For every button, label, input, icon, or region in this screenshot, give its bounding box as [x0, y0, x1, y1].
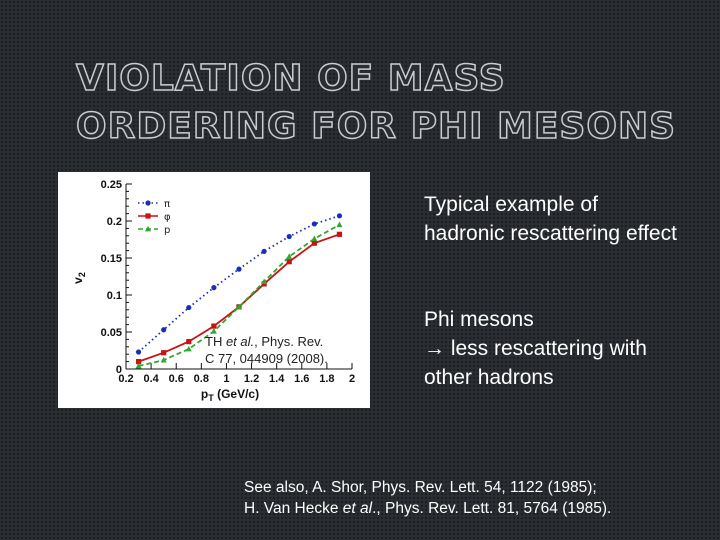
data-point-series-2 [210, 328, 217, 334]
x-tick-label: 0.4 [143, 373, 159, 385]
data-point-series-1 [211, 323, 217, 329]
reference-van-hecke-author: H. Van Hecke [244, 500, 343, 517]
data-point-series-2 [261, 278, 268, 285]
data-point-series-0 [286, 233, 292, 240]
data-point-series-0 [336, 213, 343, 219]
data-point-series-2 [160, 356, 167, 363]
x-tick-label: 2 [349, 373, 355, 385]
reference-van-hecke-rest: ., Phys. Rev. Lett. 81, 5764 (1985). [372, 500, 612, 517]
legend-label: φ [164, 212, 171, 223]
data-point-series-0 [135, 349, 142, 355]
x-tick-label: 1.6 [294, 373, 309, 385]
v2-chart: 0 0.05 0.1 0.15 0.2 0.25 0.2 0.4 0.6 0.8 1 1.2 1.4 1.… [58, 172, 370, 408]
data-point-series-0 [311, 221, 317, 227]
series-line-2 [138, 223, 340, 367]
x-tick-label: 0.2 [118, 373, 133, 385]
reference-van-hecke-etal: et al [342, 500, 373, 517]
y-tick-label: 0.25 [101, 179, 122, 191]
legend-marker [145, 213, 151, 219]
data-point-series-2 [286, 253, 293, 259]
chart-series [135, 213, 343, 369]
data-point-series-0 [211, 285, 217, 291]
slide-title-line-2: ORDERING FOR PHI MESONS [75, 105, 677, 148]
legend-marker [145, 225, 151, 232]
data-point-series-1 [336, 231, 343, 237]
point-phi-mesons-rest: less rescattering with other hadrons [424, 337, 647, 389]
x-tick-label: 0.8 [194, 373, 209, 385]
data-point-series-1 [311, 240, 317, 246]
legend-label: π [164, 199, 170, 210]
point-phi-mesons-lead: Phi mesons [424, 308, 534, 331]
data-point-series-1 [286, 259, 292, 265]
see-also-references: See also, A. Shor, Phys. Rev. Lett. 54, … [244, 477, 704, 519]
data-point-series-1 [186, 339, 192, 345]
y-tick-label: 0.1 [107, 290, 122, 302]
x-tick-label: 0.6 [169, 373, 184, 385]
chart-ticks: 0 0.05 0.1 0.15 0.2 0.25 0.2 0.4 0.6 0.8 1 1.2 1.4 1.… [101, 179, 355, 385]
arrow-icon: → [424, 337, 445, 360]
data-point-series-2 [135, 362, 142, 369]
data-point-series-2 [311, 235, 318, 242]
slide-title-line-1: VIOLATION OF MASS [75, 57, 506, 100]
point-phi-mesons: Phi mesons → less rescattering with othe… [424, 305, 684, 392]
data-point-series-2 [236, 303, 242, 310]
data-point-series-0 [261, 248, 267, 254]
data-point-series-0 [161, 327, 167, 333]
y-tick-label: 0 [116, 364, 122, 376]
data-point-series-0 [186, 304, 192, 311]
legend-label: p [164, 225, 170, 236]
chart-annotation-line-1: TH et al., Phys. Rev. [205, 334, 323, 349]
reference-shor: See also, A. Shor, Phys. Rev. Lett. 54, … [244, 479, 597, 496]
legend-marker [145, 200, 151, 206]
x-tick-label: 1.8 [319, 373, 334, 385]
x-tick-label: 1.4 [269, 373, 285, 385]
chart-svg: 0 0.05 0.1 0.15 0.2 0.25 0.2 0.4 0.6 0.8 1 1.2 1.4 1.… [71, 179, 355, 403]
series-line-0 [137, 214, 340, 353]
data-point-series-1 [161, 350, 167, 356]
y-axis-label: v2 [71, 272, 87, 284]
data-point-series-2 [185, 345, 192, 352]
y-tick-label: 0.05 [101, 327, 122, 339]
data-point-series-0 [236, 266, 242, 272]
x-tick-label: 1.2 [244, 373, 259, 385]
data-point-series-1 [135, 359, 142, 365]
y-tick-label: 0.15 [101, 253, 122, 265]
chart-legend: πφp [138, 199, 171, 236]
x-tick-label: 1 [223, 373, 229, 385]
data-point-series-2 [336, 221, 343, 228]
chart-axes [125, 184, 352, 370]
point-rescattering: Typical example of hadronic rescattering… [424, 193, 677, 245]
chart-annotation-line-2: C 77, 044909 (2008). [205, 351, 328, 366]
y-tick-label: 0.2 [107, 216, 122, 228]
x-axis-label: pT (GeV/c) [201, 387, 259, 403]
